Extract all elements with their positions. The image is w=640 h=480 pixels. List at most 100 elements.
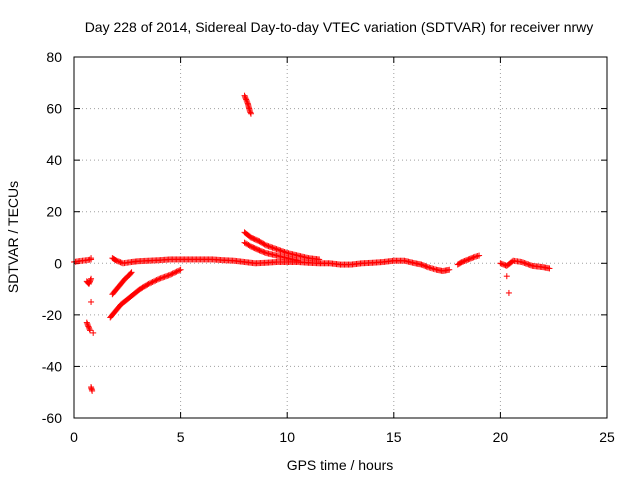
data-point bbox=[177, 266, 184, 273]
data-point bbox=[166, 271, 173, 278]
data-point bbox=[83, 319, 90, 326]
data-point bbox=[168, 271, 175, 278]
chart-title: Day 228 of 2014, Sidereal Day-to-day VTE… bbox=[85, 19, 594, 35]
data-point bbox=[176, 267, 183, 274]
data-point bbox=[257, 247, 264, 254]
plot-frame bbox=[73, 56, 608, 419]
data-point bbox=[86, 278, 93, 285]
data-point bbox=[261, 241, 268, 248]
x-tick-label: 15 bbox=[386, 429, 402, 445]
data-point bbox=[84, 320, 91, 327]
data-point bbox=[170, 269, 177, 276]
x-tick-label: 0 bbox=[70, 429, 78, 445]
data-point bbox=[172, 269, 179, 276]
x-tick-label: 5 bbox=[177, 429, 185, 445]
data-point bbox=[460, 258, 467, 265]
data-point bbox=[154, 276, 161, 283]
data-point bbox=[546, 265, 553, 272]
data-point bbox=[462, 257, 469, 264]
x-tick-label: 25 bbox=[599, 429, 615, 445]
data-point bbox=[469, 254, 476, 261]
x-tick-label: 10 bbox=[279, 429, 295, 445]
data-point bbox=[242, 95, 249, 102]
data-point bbox=[242, 93, 249, 100]
data-point bbox=[169, 270, 176, 277]
data-point bbox=[459, 258, 466, 265]
data-point bbox=[499, 261, 506, 268]
data-point bbox=[466, 255, 473, 262]
data-point bbox=[174, 268, 181, 275]
data-point bbox=[465, 256, 472, 263]
data-point bbox=[116, 258, 123, 265]
data-point bbox=[241, 92, 248, 99]
y-tick-label: -40 bbox=[42, 358, 62, 374]
data-point bbox=[90, 329, 97, 336]
grid bbox=[74, 57, 607, 418]
data-point bbox=[149, 278, 156, 285]
data-point bbox=[470, 254, 477, 261]
data-point bbox=[173, 268, 180, 275]
data-point bbox=[153, 277, 160, 284]
data-point bbox=[261, 249, 268, 256]
data-point bbox=[88, 275, 95, 282]
data-point bbox=[423, 263, 430, 270]
data-point bbox=[246, 108, 253, 115]
data-point bbox=[256, 247, 263, 254]
data-point bbox=[89, 387, 96, 394]
data-point bbox=[128, 269, 135, 276]
data-point bbox=[85, 324, 92, 331]
data-point bbox=[247, 110, 254, 117]
data-point bbox=[476, 252, 483, 259]
y-tick-label: -20 bbox=[42, 307, 62, 323]
data-point bbox=[86, 326, 93, 333]
data-point bbox=[243, 96, 250, 103]
data-point bbox=[113, 257, 120, 264]
data-point bbox=[421, 262, 428, 269]
y-tick-label: 0 bbox=[54, 255, 62, 271]
data-point bbox=[145, 280, 152, 287]
data-point bbox=[244, 99, 251, 106]
data-point bbox=[146, 280, 153, 287]
data-point bbox=[446, 266, 453, 273]
data-point bbox=[148, 279, 155, 286]
y-tick-label: 80 bbox=[46, 49, 62, 65]
data-point bbox=[86, 327, 93, 334]
axis-ticks bbox=[73, 56, 608, 419]
data-point bbox=[243, 97, 250, 104]
data-point bbox=[85, 280, 92, 287]
data-point bbox=[418, 261, 425, 268]
data-point bbox=[88, 255, 95, 262]
data-point bbox=[152, 277, 159, 284]
data-point bbox=[85, 323, 92, 330]
y-tick-label: 20 bbox=[46, 204, 62, 220]
data-point bbox=[505, 289, 512, 296]
tick-labels: 0 5 10 15 20 25 -60 -40 -20 0 20 40 60 80 bbox=[42, 49, 615, 445]
data-point bbox=[464, 256, 471, 263]
y-axis-label: SDTVAR / TECUs bbox=[5, 181, 21, 293]
data-point bbox=[114, 258, 121, 265]
x-axis-label: GPS time / hours bbox=[287, 457, 394, 473]
data-point bbox=[144, 281, 151, 288]
data-point bbox=[422, 263, 429, 270]
x-tick-label: 20 bbox=[493, 429, 509, 445]
data-point bbox=[150, 278, 157, 285]
data-point bbox=[86, 279, 93, 286]
data-point bbox=[259, 248, 266, 255]
data-point bbox=[260, 248, 267, 255]
data-point bbox=[316, 256, 323, 263]
data-point bbox=[87, 277, 94, 284]
data-point bbox=[467, 255, 474, 262]
data-point bbox=[498, 260, 505, 267]
data-point bbox=[419, 262, 426, 269]
data-point bbox=[461, 257, 468, 264]
data-point bbox=[294, 257, 301, 264]
y-tick-label: 60 bbox=[46, 101, 62, 117]
data-point bbox=[127, 270, 134, 277]
data-point bbox=[247, 109, 254, 116]
data-point bbox=[497, 260, 504, 267]
y-tick-label: -60 bbox=[42, 410, 62, 426]
data-point bbox=[84, 322, 91, 329]
y-tick-label: 40 bbox=[46, 152, 62, 168]
data-point bbox=[503, 273, 510, 280]
